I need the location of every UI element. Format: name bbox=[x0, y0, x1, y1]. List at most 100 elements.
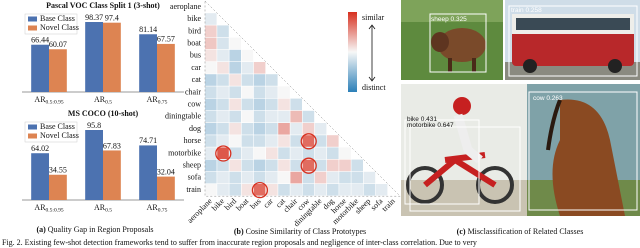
heat-cell bbox=[205, 171, 217, 184]
heat-cell bbox=[229, 49, 241, 62]
heat-cell bbox=[241, 135, 254, 147]
heat-cell bbox=[253, 171, 266, 184]
row-label: train bbox=[186, 185, 201, 194]
bar bbox=[103, 150, 121, 200]
heat-cell bbox=[266, 86, 278, 98]
heat-cell bbox=[217, 110, 229, 123]
bar bbox=[31, 44, 49, 92]
heat-cell bbox=[229, 98, 241, 111]
photo-bus: train 0.258 bbox=[505, 0, 640, 80]
heat-cell bbox=[229, 86, 241, 98]
heat-cell bbox=[205, 147, 217, 159]
heat-cell bbox=[339, 147, 351, 159]
heat-cell bbox=[229, 110, 241, 123]
x-tick-label: AR0.5:0.95 bbox=[34, 203, 63, 214]
heat-cell bbox=[314, 147, 327, 159]
bar bbox=[103, 22, 121, 93]
heat-cell bbox=[278, 86, 290, 98]
value-label: 60.07 bbox=[49, 40, 67, 49]
row-label: bike bbox=[187, 14, 201, 23]
svg-text:sheep 0.325: sheep 0.325 bbox=[431, 16, 467, 23]
x-tick-label: AR0.75 bbox=[147, 203, 168, 214]
heat-cell bbox=[290, 184, 302, 196]
row-label: diningtable bbox=[165, 112, 201, 121]
highlight-circle bbox=[300, 157, 317, 174]
bar bbox=[49, 49, 67, 92]
heat-cell bbox=[241, 184, 254, 196]
legend-box bbox=[24, 121, 78, 143]
heat-cell bbox=[229, 135, 241, 147]
bar bbox=[85, 22, 103, 92]
value-label: 95.8 bbox=[87, 121, 101, 130]
heat-cell bbox=[217, 171, 229, 184]
heat-cell bbox=[205, 86, 217, 98]
heat-cell bbox=[266, 110, 278, 123]
heat-cell bbox=[327, 159, 339, 172]
heat-cell bbox=[327, 184, 339, 196]
heat-cell bbox=[314, 184, 327, 196]
heat-cell bbox=[205, 49, 217, 62]
value-label: 97.4 bbox=[105, 14, 119, 23]
heat-cell bbox=[266, 147, 278, 159]
heat-cell bbox=[363, 184, 376, 196]
legend-box bbox=[24, 13, 78, 35]
heat-cell bbox=[302, 110, 315, 123]
heat-cell bbox=[241, 147, 254, 159]
svg-text:motorbike 0.647: motorbike 0.647 bbox=[407, 122, 454, 129]
row-label: dog bbox=[189, 124, 201, 133]
legend-swatch bbox=[28, 124, 37, 130]
value-label: 81.14 bbox=[139, 25, 157, 34]
heat-cell bbox=[266, 74, 278, 86]
heat-cell bbox=[217, 37, 229, 50]
heat-cell bbox=[241, 171, 254, 184]
heat-cell bbox=[205, 25, 217, 37]
heat-cell bbox=[241, 123, 254, 135]
x-tick-label: AR0.5 bbox=[94, 95, 112, 106]
heat-cell bbox=[278, 98, 290, 111]
photo-motocross: bike 0.431 motorbike 0.647 bbox=[401, 84, 527, 216]
heat-cell bbox=[229, 74, 241, 86]
heat-cell bbox=[205, 37, 217, 50]
heat-cell bbox=[302, 147, 315, 159]
heat-cell bbox=[241, 98, 254, 111]
value-label: 67.57 bbox=[157, 35, 175, 44]
heat-cell bbox=[363, 171, 376, 184]
heat-cell bbox=[302, 135, 315, 147]
row-label: boat bbox=[187, 39, 202, 48]
photo-horse: cow 0.263 bbox=[527, 84, 640, 216]
legend-swatch bbox=[28, 133, 37, 139]
heat-cell bbox=[278, 147, 290, 159]
row-label: chair bbox=[185, 87, 201, 96]
heat-cell bbox=[217, 74, 229, 86]
heat-cell bbox=[229, 159, 241, 172]
heat-cell bbox=[302, 184, 315, 196]
heat-cell bbox=[351, 184, 363, 196]
heat-cell bbox=[241, 159, 254, 172]
heat-cell bbox=[351, 159, 363, 172]
heat-cell bbox=[290, 123, 302, 135]
heat-cell bbox=[278, 171, 290, 184]
heat-cell bbox=[290, 98, 302, 111]
heat-cell bbox=[351, 171, 363, 184]
x-tick-label: AR0.5:0.95 bbox=[34, 95, 63, 106]
value-label: 32.04 bbox=[157, 167, 175, 176]
heat-cell bbox=[266, 159, 278, 172]
heat-cell bbox=[278, 159, 290, 172]
highlight-circle bbox=[300, 133, 317, 150]
heat-cell bbox=[241, 49, 254, 62]
heat-cell bbox=[314, 123, 327, 135]
heat-cell bbox=[278, 110, 290, 123]
heat-cell bbox=[217, 62, 229, 74]
heat-cell bbox=[241, 74, 254, 86]
row-label: bird bbox=[188, 26, 201, 35]
heat-cell bbox=[217, 86, 229, 98]
heat-cell bbox=[290, 171, 302, 184]
heat-cell bbox=[339, 184, 351, 196]
bar bbox=[85, 130, 103, 200]
heat-cell bbox=[253, 159, 266, 172]
heat-cell bbox=[217, 123, 229, 135]
heat-cell bbox=[217, 184, 229, 196]
heat-cell bbox=[266, 98, 278, 111]
heat-cell bbox=[205, 184, 217, 196]
legend-label: Novel Class bbox=[40, 131, 79, 140]
